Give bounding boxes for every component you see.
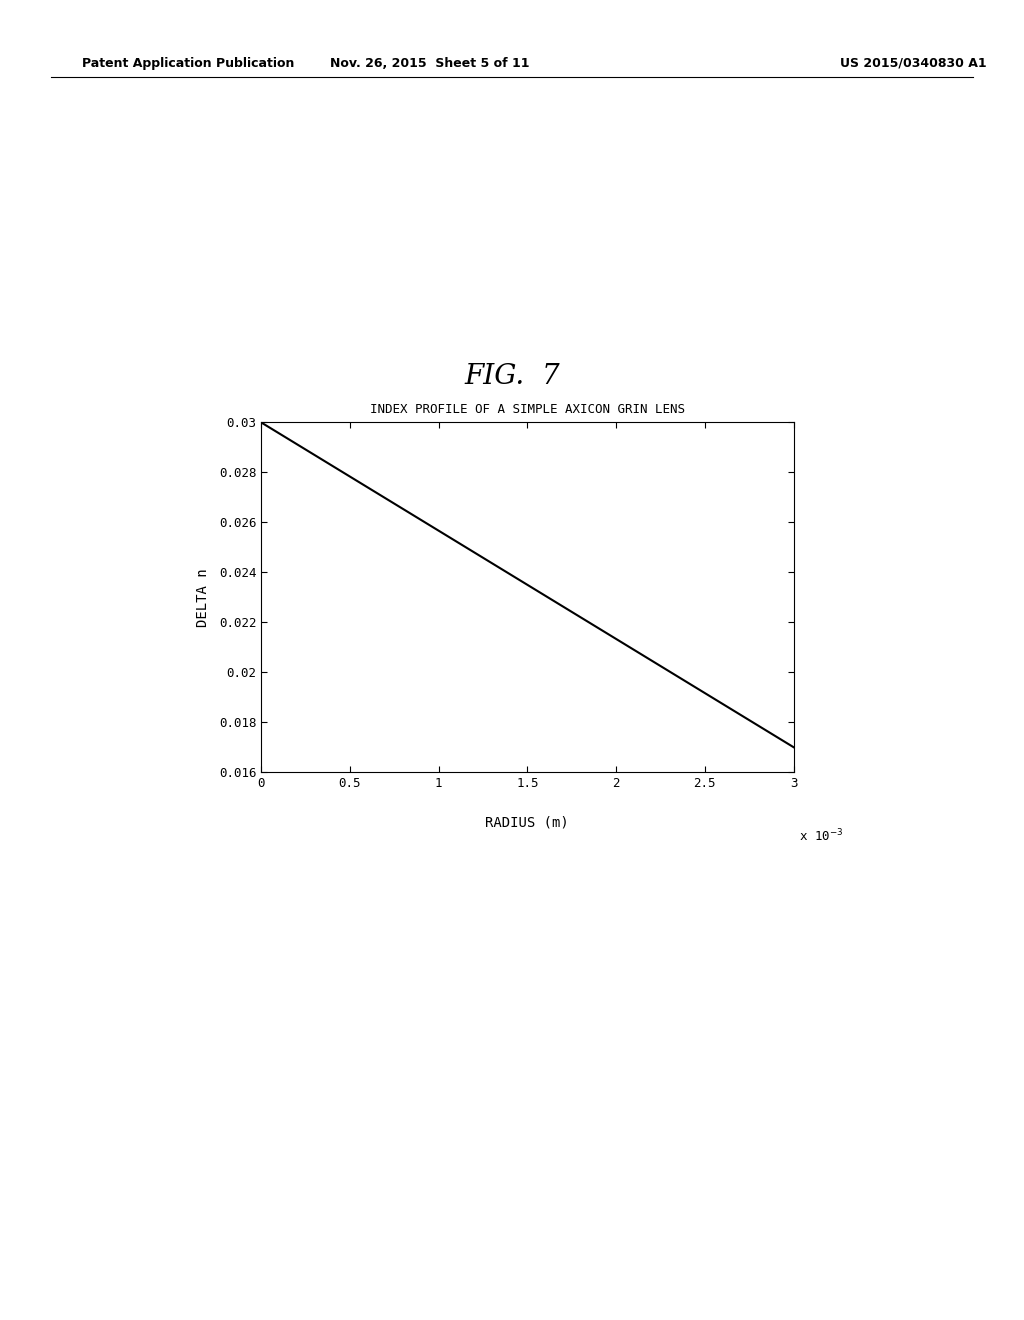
Title: INDEX PROFILE OF A SIMPLE AXICON GRIN LENS: INDEX PROFILE OF A SIMPLE AXICON GRIN LE…	[370, 403, 685, 416]
Text: FIG.  7: FIG. 7	[464, 363, 560, 389]
X-axis label: RADIUS (m): RADIUS (m)	[485, 814, 569, 829]
Y-axis label: DELTA n: DELTA n	[197, 568, 210, 627]
Text: x 10$^{-3}$: x 10$^{-3}$	[799, 828, 844, 845]
Text: Patent Application Publication: Patent Application Publication	[82, 57, 294, 70]
Text: US 2015/0340830 A1: US 2015/0340830 A1	[840, 57, 986, 70]
Text: Nov. 26, 2015  Sheet 5 of 11: Nov. 26, 2015 Sheet 5 of 11	[331, 57, 529, 70]
